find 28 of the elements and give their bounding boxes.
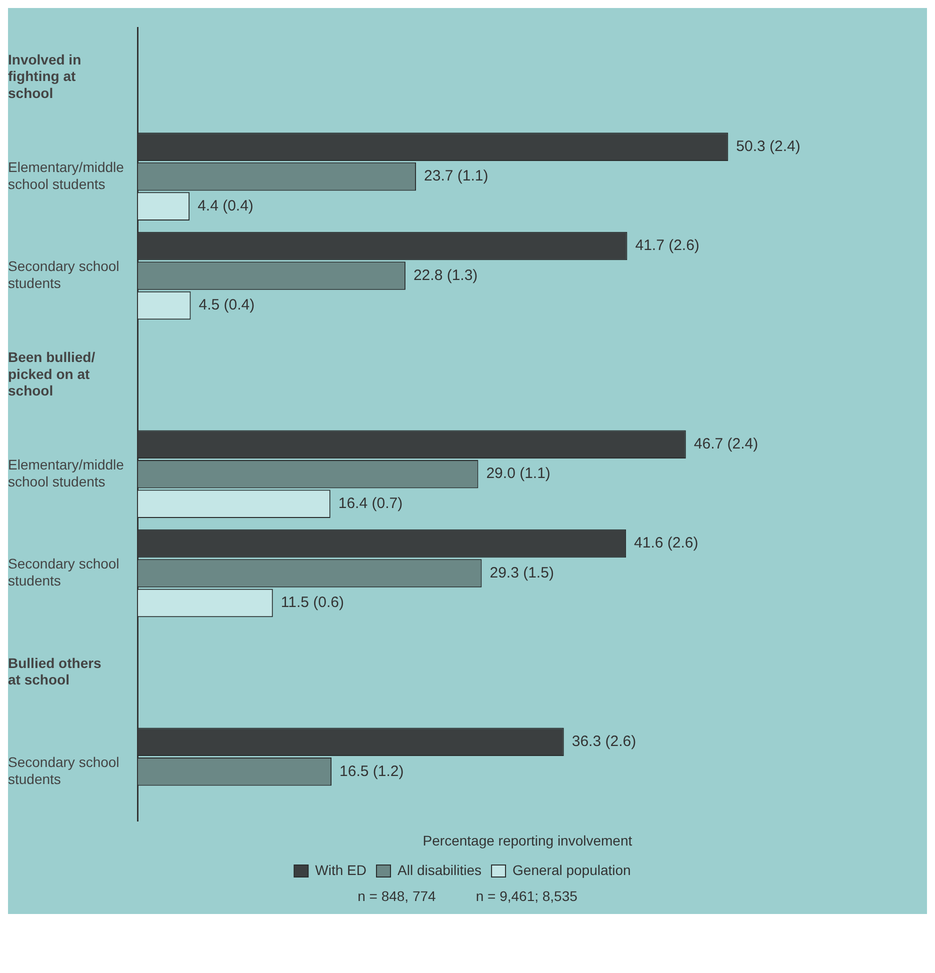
y-tick-label: Elementary/middle school students	[8, 159, 124, 192]
data-label: 4.4 (0.4)	[198, 197, 254, 214]
text: n = 848, 774	[358, 888, 436, 904]
text: n = 9,461; 8,535	[476, 888, 578, 904]
data-label: 46.7 (2.4)	[694, 435, 758, 452]
data-label: 29.3 (1.5)	[490, 564, 554, 582]
legend-label: General population	[512, 862, 631, 878]
legend-label: All disabilities	[397, 862, 482, 878]
data-label: 23.7 (1.1)	[424, 168, 488, 185]
y-tick-label: Secondary school students	[8, 556, 120, 589]
data-label: 41.7 (2.6)	[635, 237, 700, 254]
y-tick-label: Involved in fighting at school	[8, 51, 82, 102]
data-label: 29.0 (1.1)	[486, 465, 550, 482]
data-label: 41.6 (2.6)	[634, 534, 698, 552]
legend-label: With ED	[315, 862, 367, 878]
data-label: 22.8 (1.3)	[413, 266, 478, 284]
y-tick-label: Secondary school students	[8, 258, 120, 291]
data-label: 50.3 (2.4)	[736, 138, 800, 155]
data-label: 16.4 (0.7)	[338, 494, 403, 512]
y-tick-label: Been bullied/ picked on at school	[8, 348, 96, 399]
y-tick-label: Secondary school students	[8, 754, 120, 787]
data-label: 36.3 (2.6)	[572, 733, 636, 750]
y-tick-label: Bullied others at school	[8, 654, 102, 688]
x-axis-title: Percentage reporting involvement	[422, 832, 632, 848]
data-label: 16.5 (1.2)	[340, 762, 404, 780]
data-label: 11.5 (0.6)	[280, 594, 344, 612]
data-label: 4.5 (0.4)	[198, 296, 255, 314]
y-tick-label: Elementary/middle school students	[8, 456, 124, 490]
